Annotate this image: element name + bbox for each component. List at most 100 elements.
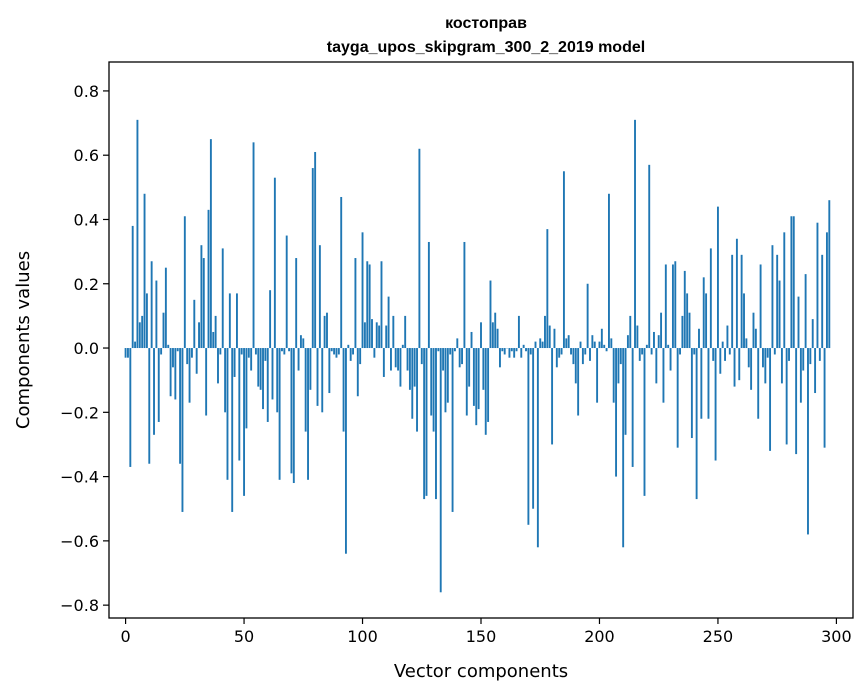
bar — [638, 348, 641, 361]
bar — [243, 348, 246, 496]
x-tick-label: 100 — [347, 627, 378, 646]
bar — [425, 348, 428, 496]
bar — [622, 348, 625, 548]
bar — [548, 325, 551, 349]
bar — [226, 348, 229, 480]
bar — [413, 348, 416, 387]
bar — [804, 274, 807, 349]
bar — [574, 348, 577, 384]
bar — [167, 344, 170, 349]
bar — [276, 348, 279, 413]
bar — [603, 344, 606, 349]
bar — [539, 338, 542, 349]
bar — [470, 331, 473, 349]
bar — [385, 325, 388, 349]
bar — [356, 348, 359, 397]
bar — [709, 248, 712, 349]
bar — [662, 348, 665, 403]
bar — [560, 348, 563, 355]
bar — [273, 177, 276, 349]
bar — [572, 348, 575, 365]
bar — [217, 348, 219, 384]
bar — [816, 222, 819, 349]
bar — [209, 139, 212, 349]
bar — [726, 325, 729, 349]
bar — [740, 254, 743, 349]
bars-group — [124, 119, 831, 593]
bar — [600, 328, 603, 349]
bar — [629, 315, 632, 349]
y-tick-label: 0.2 — [74, 275, 99, 294]
y-tick-label: 0.0 — [74, 339, 99, 358]
bar — [695, 348, 698, 500]
bar — [314, 151, 317, 349]
bar — [797, 296, 800, 349]
bar — [423, 348, 426, 500]
bar — [698, 328, 700, 349]
bar — [456, 338, 459, 349]
bar — [444, 348, 447, 413]
bar — [250, 348, 253, 371]
bar — [150, 261, 153, 349]
bar — [160, 348, 163, 355]
bar — [790, 216, 793, 349]
bar — [546, 229, 549, 349]
bar — [326, 312, 328, 349]
bar — [290, 348, 293, 474]
bar — [480, 322, 482, 349]
bar — [593, 341, 596, 349]
bar — [702, 277, 705, 349]
bar — [288, 348, 291, 352]
bar — [318, 245, 321, 349]
bar — [231, 348, 234, 512]
bar — [752, 312, 755, 349]
bar — [615, 348, 618, 477]
bar — [776, 254, 779, 349]
bar — [323, 315, 326, 349]
bar — [690, 348, 693, 439]
bar — [527, 348, 530, 525]
y-tick-label: −0.2 — [60, 403, 99, 422]
bar — [596, 348, 599, 403]
bar — [731, 254, 734, 349]
bar — [771, 245, 774, 349]
bar — [169, 348, 172, 397]
chart-subtitle: tayga_upos_skipgram_300_2_2019 model — [327, 39, 645, 56]
bar — [228, 293, 231, 349]
y-tick-label: 0.8 — [74, 82, 99, 101]
bar — [688, 312, 691, 349]
bar — [743, 293, 745, 349]
bar — [247, 348, 250, 358]
bar — [461, 348, 463, 365]
bar — [626, 335, 629, 349]
x-tick-label: 300 — [821, 627, 852, 646]
bar — [299, 335, 302, 349]
bar — [510, 348, 513, 352]
bar — [439, 348, 442, 593]
bar — [406, 348, 409, 371]
bar — [124, 348, 127, 358]
bar — [745, 338, 748, 349]
bar — [792, 216, 795, 349]
bar — [764, 348, 767, 384]
bar — [411, 348, 414, 419]
bar — [681, 315, 684, 349]
bar — [807, 348, 809, 535]
bar — [304, 348, 307, 432]
bar — [219, 348, 222, 355]
bar — [517, 315, 520, 349]
bar — [496, 328, 499, 349]
bar — [671, 264, 674, 349]
bar — [240, 348, 243, 355]
bar — [157, 348, 160, 422]
bar — [513, 348, 516, 358]
bar — [579, 341, 582, 349]
bar — [823, 348, 826, 448]
bar — [394, 348, 397, 368]
bar — [143, 193, 146, 349]
plot-frame — [108, 61, 854, 619]
x-tick-label: 150 — [466, 627, 497, 646]
bar — [716, 206, 719, 349]
bar — [131, 225, 134, 349]
bar — [719, 348, 722, 374]
